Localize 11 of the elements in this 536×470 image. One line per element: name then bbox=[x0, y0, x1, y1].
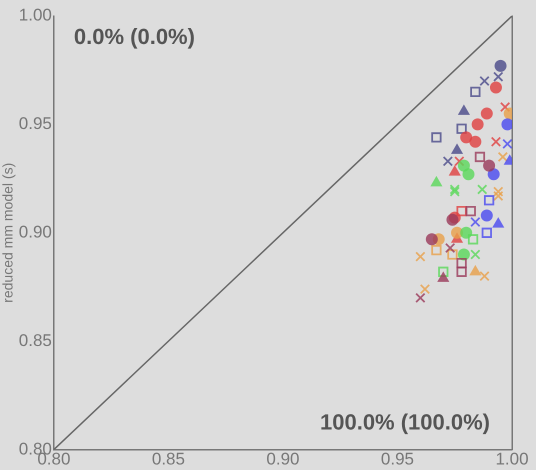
y-tick-label: 0.95 bbox=[18, 114, 52, 134]
x-tick-label: 0.95 bbox=[380, 449, 414, 468]
annotation: 0.0% (0.0%) bbox=[74, 24, 195, 50]
y-tick-label: 1.00 bbox=[18, 6, 52, 25]
x-tick-label: 0.90 bbox=[266, 449, 300, 468]
x-tick-label: 0.85 bbox=[152, 449, 185, 468]
y-tick-label: 0.90 bbox=[18, 222, 52, 242]
y-tick-label: 0.85 bbox=[18, 330, 52, 350]
annotation: 100.0% (100.0%) bbox=[320, 410, 490, 435]
x-tick-label: 1.00 bbox=[495, 449, 529, 468]
y-axis-title: reduced mm model (s) bbox=[0, 162, 16, 303]
